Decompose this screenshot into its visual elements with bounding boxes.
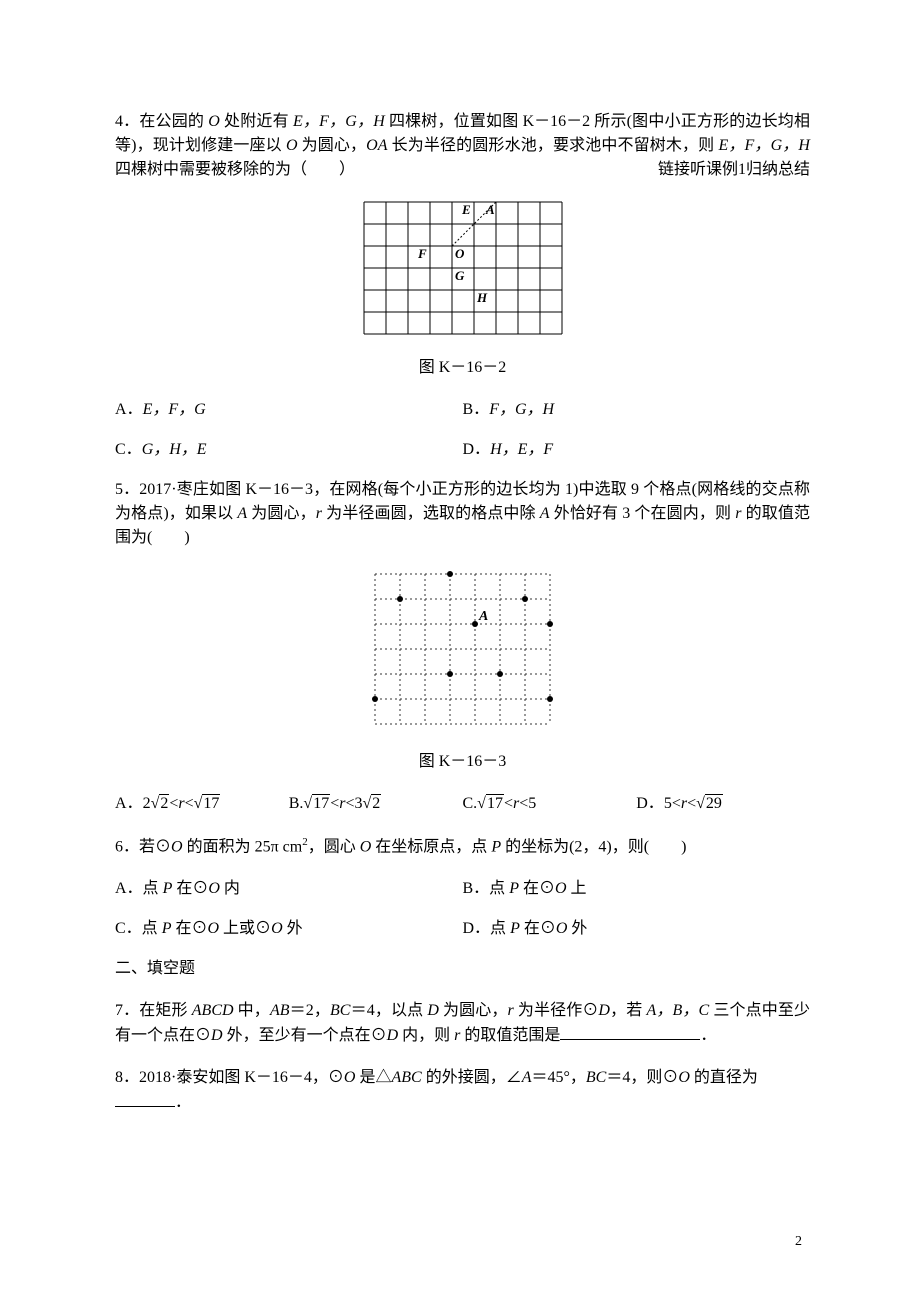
- q8-stem: 8．2018·泰安如图 K－16－4，⊙O 是△ABC 的外接圆，∠A＝45°，…: [115, 1066, 810, 1115]
- section-2-heading: 二、填空题: [115, 957, 810, 981]
- var-O: O: [286, 137, 298, 154]
- svg-text:F: F: [417, 246, 427, 261]
- svg-text:H: H: [476, 290, 488, 305]
- q7-stem: 7．在矩形 ABCD 中，AB＝2，BC＝4，以点 D 为圆心，r 为半径作⊙D…: [115, 999, 810, 1048]
- document-page: 4．在公园的 O 处附近有 E，F，G，H 四棵树，位置如图 K－16－2 所示…: [0, 0, 920, 1302]
- q6-options-row1: A．点 P 在⊙O 内 B．点 P 在⊙O 上: [115, 877, 810, 901]
- link-note: 链接听课例1归纳总结: [658, 158, 810, 182]
- q6-options-row2: C．点 P 在⊙O 上或⊙O 外 D．点 P 在⊙O 外: [115, 917, 810, 941]
- q5-stem: 5．2017·枣庄如图 K－16－3，在网格(每个小正方形的边长均为 1)中选取…: [115, 478, 810, 550]
- q8-blank: [115, 1090, 175, 1107]
- svg-text:E: E: [461, 202, 471, 217]
- q5-figure: A: [115, 568, 810, 738]
- q5-option-c: C.√17<r<5: [463, 792, 637, 816]
- var-O: O: [208, 113, 220, 130]
- q6-option-a: A．点 P 在⊙O 内: [115, 877, 463, 901]
- q5-caption: 图 K－16－3: [115, 750, 810, 774]
- q6-option-b: B．点 P 在⊙O 上: [463, 877, 811, 901]
- text: 四棵树中需要被移除的为（ ）: [115, 161, 355, 178]
- q6-option-c: C．点 P 在⊙O 上或⊙O 外: [115, 917, 463, 941]
- q6-stem: 6．若⊙O 的面积为 25π cm2，圆心 O 在坐标原点，点 P 的坐标为(2…: [115, 834, 810, 859]
- vars: E，F，G，H: [718, 137, 810, 154]
- text: 处附近有: [220, 113, 293, 130]
- page-number: 2: [795, 1231, 802, 1252]
- text: 为半径画圆，选取的格点中除: [322, 505, 540, 522]
- text: 外恰好有 3 个在圆内，则: [550, 505, 736, 522]
- vars: E，F，G，H: [293, 113, 389, 130]
- svg-text:A: A: [485, 202, 495, 217]
- q4-caption: 图 K－16－2: [115, 356, 810, 380]
- q4-option-c: C．G，H，E: [115, 438, 463, 462]
- q7-blank: [560, 1023, 700, 1040]
- q6-option-d: D．点 P 在⊙O 外: [463, 917, 811, 941]
- q4-options-row2: C．G，H，E D．H，E，F: [115, 438, 810, 462]
- text: 为圆心，: [298, 137, 367, 154]
- text: 4．在公园的: [115, 113, 208, 130]
- svg-text:G: G: [455, 268, 465, 283]
- svg-text:A: A: [478, 609, 488, 624]
- var-A: A: [540, 505, 550, 522]
- q4-options-row1: A．E，F，G B．F，G，H: [115, 398, 810, 422]
- q5-option-d: D．5<r<√29: [636, 792, 810, 816]
- var-OA: OA: [366, 137, 387, 154]
- q5-option-b: B.√17<r<3√2: [289, 792, 463, 816]
- text: 长为半径的圆形水池，要求池中不留树木，则: [388, 137, 719, 154]
- q5-grid-svg: A: [369, 568, 556, 730]
- q4-figure: EA F OGH: [115, 200, 810, 344]
- svg-text:O: O: [455, 246, 465, 261]
- var-A: A: [237, 505, 247, 522]
- q4-option-b: B．F，G，H: [463, 398, 811, 422]
- q5-options: A．2√2<r<√17 B.√17<r<3√2 C.√17<r<5 D．5<r<…: [115, 792, 810, 816]
- q5-option-a: A．2√2<r<√17: [115, 792, 289, 816]
- text: 为圆心，: [247, 505, 316, 522]
- q4-stem: 4．在公园的 O 处附近有 E，F，G，H 四棵树，位置如图 K－16－2 所示…: [115, 110, 810, 182]
- q4-grid-svg: EA F OGH: [362, 200, 564, 336]
- q4-option-a: A．E，F，G: [115, 398, 463, 422]
- q4-option-d: D．H，E，F: [463, 438, 811, 462]
